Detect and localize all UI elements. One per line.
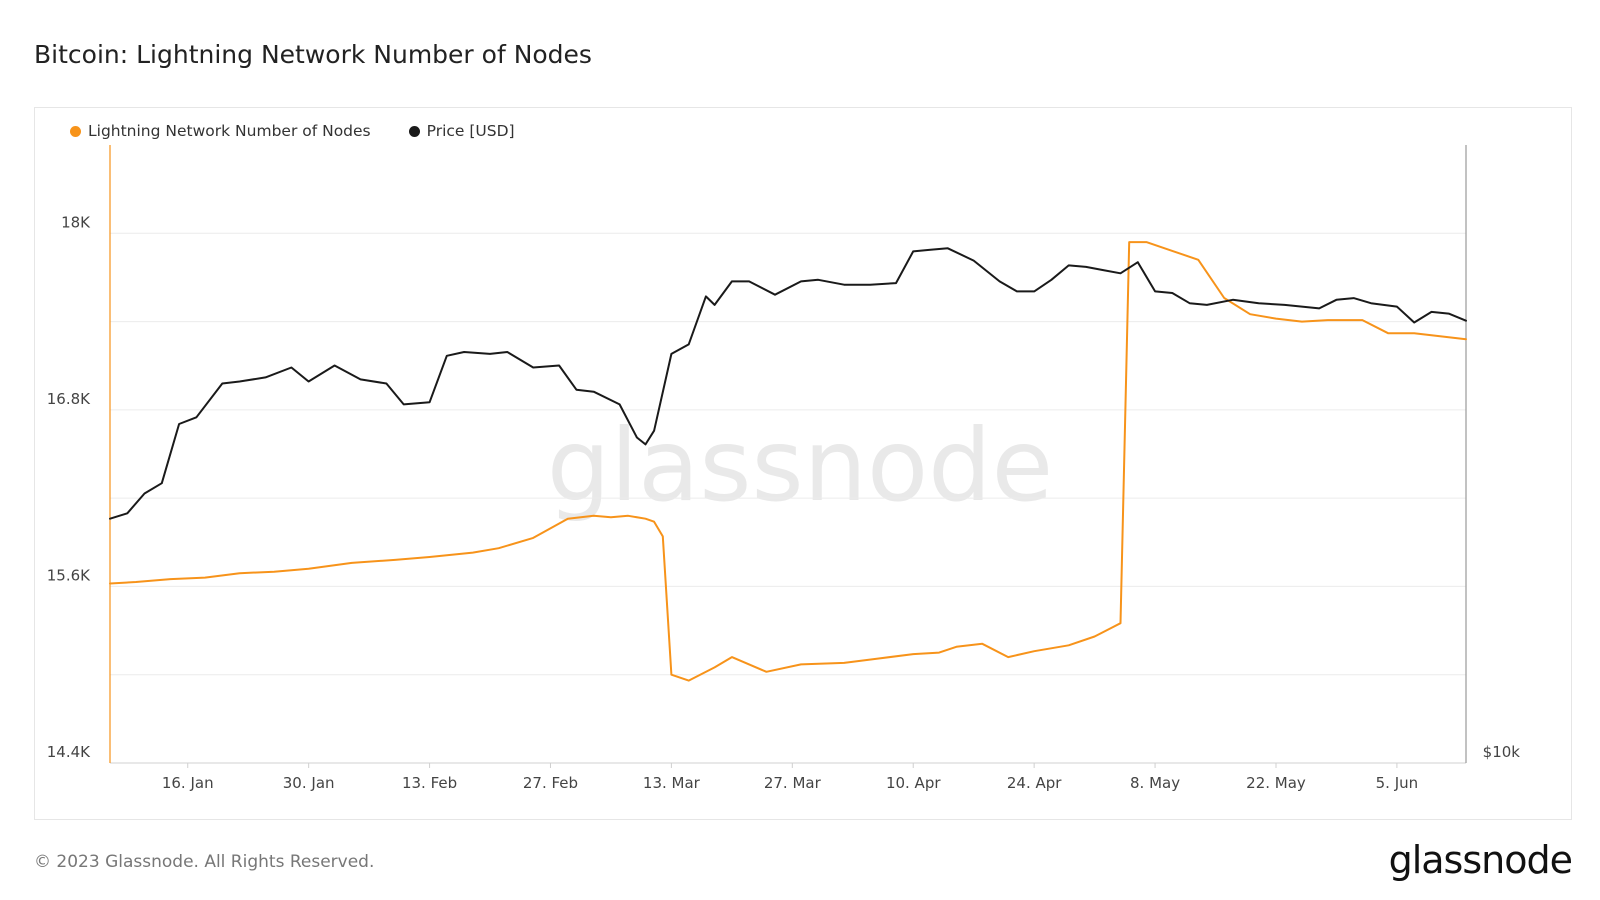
series-line-price [109,247,1467,520]
y-left-tick-label: 14.4K [47,743,91,761]
x-tick-label: 16. Jan [162,774,214,792]
brand-logo: glassnode [1388,838,1573,882]
page-title: Bitcoin: Lightning Network Number of Nod… [34,40,592,69]
chart-card [34,107,1572,820]
series-line-nodes [109,241,1467,682]
legend-label-price: Price [USD] [426,122,515,140]
watermark-text: glassnode [547,407,1053,524]
x-tick-label: 22. May [1246,774,1306,792]
footer-copyright: © 2023 Glassnode. All Rights Reserved. [34,852,375,872]
legend-dot-price [408,125,420,137]
y-right-tick-label: $10k [1483,743,1521,761]
series-layer [109,241,1467,682]
x-tick-label: 27. Feb [523,774,578,792]
x-tick-label: 27. Mar [764,774,822,792]
y-left-tick-label: 15.6K [47,566,91,584]
legend-item-price[interactable]: Price [USD] [408,122,515,140]
x-tick-label: 5. Jun [1376,774,1419,792]
axis-layer: 14.4K 15.6K 16.8K 18K $10k 16. Jan 30. Jan 13. … [47,145,1521,792]
legend-label-nodes: Lightning Network Number of Nodes [88,122,371,140]
x-tick-label: 13. Feb [402,774,457,792]
legend-item-nodes[interactable]: Lightning Network Number of Nodes [70,122,371,140]
x-tick-label: 13. Mar [643,774,701,792]
y-left-tick-label: 16.8K [47,390,91,408]
legend-dot-nodes [70,125,81,137]
x-tick-label: 10. Apr [886,774,941,792]
x-tick-label: 24. Apr [1007,774,1062,792]
x-tick-label: 8. May [1130,774,1180,792]
y-left-tick-label: 18K [61,213,91,231]
chart-legend: Lightning Network Number of Nodes Price … [70,122,515,140]
x-tick-label: 30. Jan [283,774,335,792]
grid-layer [110,232,1466,676]
